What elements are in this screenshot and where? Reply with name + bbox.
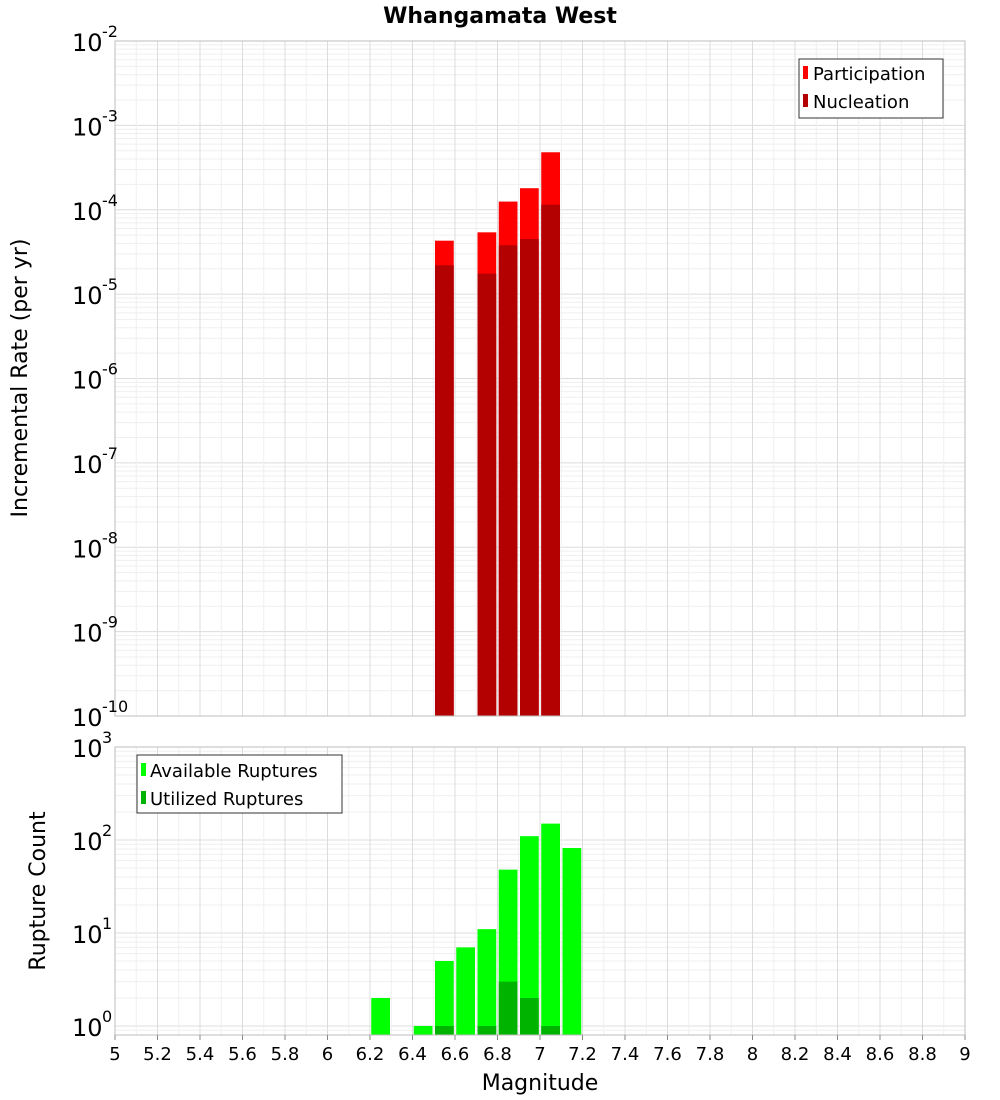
y-tick-label: 10 — [72, 451, 103, 479]
x-tick-label: 5.4 — [186, 1044, 215, 1065]
count-bar-a — [477, 929, 497, 1035]
legend-available-label: Available Ruptures — [150, 761, 318, 782]
count-bar-a — [562, 848, 582, 1035]
x-tick-label: 8.4 — [823, 1044, 852, 1065]
y-tick-label: 10 — [72, 704, 103, 732]
top-bars — [435, 152, 560, 717]
x-tick-label: 5 — [109, 1044, 120, 1065]
rate-bar-b — [520, 239, 539, 716]
rate-bar-b — [477, 273, 497, 716]
y-tick-exponent: 1 — [102, 914, 112, 933]
x-tick-label: 7.8 — [696, 1044, 725, 1065]
y-tick-label: 10 — [72, 113, 103, 141]
count-bar-b — [541, 1025, 560, 1035]
y-tick-label: 10 — [72, 367, 103, 395]
top-y-ticks: 10-210-310-410-510-610-710-810-910-10 — [72, 22, 128, 732]
count-bar-a — [413, 1025, 433, 1035]
legend-participation-label: Participation — [813, 64, 925, 85]
legend-utilized-swatch — [141, 791, 146, 804]
count-bar-a — [520, 836, 539, 1035]
x-tick-label: 6.2 — [356, 1044, 385, 1065]
x-tick-label: 6.4 — [398, 1044, 427, 1065]
y-tick-label: 10 — [72, 198, 103, 226]
count-bar-b — [477, 1025, 497, 1035]
x-tick-label: 5.8 — [271, 1044, 300, 1065]
y-tick-exponent: 2 — [102, 821, 112, 840]
legend-nucleation-label: Nucleation — [813, 92, 909, 113]
y-tick-exponent: -8 — [102, 528, 118, 547]
x-axis-label: Magnitude — [482, 1071, 599, 1096]
bottom-y-axis-label: Rupture Count — [26, 811, 51, 971]
x-tick-label: 6 — [322, 1044, 333, 1065]
x-tick-label: 5.6 — [228, 1044, 257, 1065]
x-tick-label: 8 — [747, 1044, 758, 1065]
top-plot-frame — [114, 40, 966, 717]
y-tick-exponent: -9 — [102, 613, 118, 632]
count-bar-a — [371, 997, 390, 1035]
top-legend-box — [798, 58, 944, 119]
chart-title: Whangamata West — [383, 4, 617, 29]
y-tick-label: 10 — [72, 620, 103, 648]
x-tick-label: 8.8 — [908, 1044, 937, 1065]
x-tick-label: 8.2 — [781, 1044, 810, 1065]
y-tick-label: 10 — [72, 735, 103, 763]
count-bar-b — [435, 1025, 454, 1035]
legend-available-swatch — [141, 763, 146, 776]
y-tick-label: 10 — [72, 828, 103, 856]
count-bar-b — [520, 997, 539, 1035]
bottom-legend: Available Ruptures Utilized Ruptures — [136, 754, 343, 814]
top-legend: Participation Nucleation — [798, 58, 944, 119]
count-bar-a — [456, 947, 475, 1035]
y-tick-exponent: 3 — [102, 728, 112, 747]
top-grid — [114, 40, 966, 717]
y-tick-exponent: 0 — [102, 1007, 112, 1026]
x-tick-label: 7.4 — [611, 1044, 640, 1065]
rate-bar-b — [541, 204, 560, 717]
x-tick-label: 7 — [534, 1044, 545, 1065]
top-y-axis-label: Incremental Rate (per yr) — [8, 239, 33, 518]
y-tick-label: 10 — [72, 29, 103, 57]
rate-bar-b — [435, 265, 454, 716]
y-tick-exponent: -6 — [102, 360, 118, 379]
x-tick-label: 5.2 — [143, 1044, 172, 1065]
y-tick-label: 10 — [72, 282, 103, 310]
bottom-bars — [371, 823, 582, 1035]
count-bar-a — [435, 960, 454, 1035]
y-tick-exponent: -2 — [102, 22, 118, 41]
count-bar-b — [498, 981, 518, 1035]
y-tick-label: 10 — [72, 1014, 103, 1042]
rate-bar-b — [498, 245, 518, 717]
x-tick-label: 8.6 — [866, 1044, 895, 1065]
y-tick-label: 10 — [72, 921, 103, 949]
count-bar-a — [541, 823, 560, 1035]
x-axis-ticks: 5 5.2 5.4 5.6 5.8 6 6.2 6.4 6.6 6.8 7 7.2 7.4 7.6 7.8 8… — [109, 1035, 971, 1065]
x-tick-label: 6.6 — [441, 1044, 470, 1065]
y-tick-label: 10 — [72, 535, 103, 563]
legend-participation-swatch — [803, 66, 808, 79]
y-tick-exponent: -10 — [102, 697, 128, 716]
y-tick-exponent: -7 — [102, 444, 118, 463]
legend-nucleation-swatch — [803, 94, 808, 107]
x-tick-label: 7.2 — [568, 1044, 597, 1065]
legend-utilized-label: Utilized Ruptures — [150, 789, 303, 810]
y-tick-exponent: -3 — [102, 106, 118, 125]
x-tick-label: 7.6 — [653, 1044, 682, 1065]
y-tick-exponent: -4 — [102, 191, 118, 210]
y-tick-exponent: -5 — [102, 275, 118, 294]
x-tick-label: 6.8 — [483, 1044, 512, 1065]
bottom-legend-box — [136, 754, 343, 814]
x-tick-label: 9 — [959, 1044, 970, 1065]
top-panel: 10-210-310-410-510-610-710-810-910-10 In… — [8, 22, 966, 732]
